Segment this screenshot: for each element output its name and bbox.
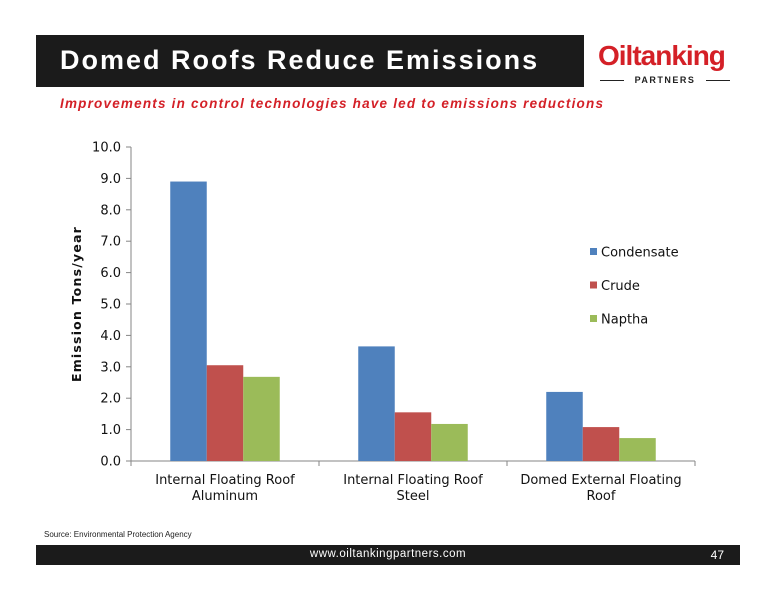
oiltanking-logo: Oiltanking PARTNERS [598,40,738,90]
y-tick-label: 5.0 [100,298,121,313]
bar-crude [394,412,432,461]
y-tick-label: 7.0 [100,235,121,250]
logo-sub-text: PARTNERS [634,75,696,85]
logo-sub-row: PARTNERS [600,73,730,87]
legend-label: Crude [601,279,640,294]
y-tick-label: 10.0 [92,141,121,156]
legend-label: Naptha [601,313,648,328]
bar-naptha [619,438,656,461]
bar-crude [206,365,244,461]
x-category-label: Internal Floating Roof [155,473,295,488]
slide-title: Domed Roofs Reduce Emissions [60,45,540,75]
y-tick-label: 2.0 [100,392,121,407]
bar-naptha [243,376,280,461]
x-category-label: Internal Floating Roof [343,473,483,488]
legend-swatch [590,281,597,289]
y-axis-title: Emission Tons/year [69,226,84,382]
legend-label: Condensate [601,246,679,261]
legend-swatch [590,248,597,255]
y-tick-label: 3.0 [100,360,121,375]
page-number: 47 [710,548,724,562]
footer-bar: www.oiltankingpartners.com 47 [36,545,740,565]
x-category-label: Aluminum [192,489,258,504]
bar-crude [582,427,620,461]
footer-url: www.oiltankingpartners.com [309,548,467,560]
y-tick-label: 9.0 [100,172,121,187]
logo-line-left [600,80,624,81]
logo-main-text: Oiltanking [598,40,726,71]
logo-line-right [706,80,730,81]
bar-condensate [546,391,583,461]
source-note: Source: Environmental Protection Agency [44,530,192,539]
bar-naptha [431,423,468,461]
bar-condensate [170,181,207,462]
x-category-label: Domed External Floating [520,473,681,488]
y-tick-label: 8.0 [100,203,121,218]
bar-condensate [358,346,395,461]
y-tick-label: 4.0 [100,329,121,344]
legend-swatch [590,315,597,322]
y-tick-label: 6.0 [100,266,121,281]
y-tick-label: 1.0 [100,423,121,438]
x-category-label: Steel [397,489,430,504]
title-bar: Domed Roofs Reduce Emissions [36,35,584,87]
y-tick-label: 0.0 [100,455,121,470]
slide-subtitle: Improvements in control technologies hav… [60,96,605,111]
x-category-label: Roof [587,489,616,504]
